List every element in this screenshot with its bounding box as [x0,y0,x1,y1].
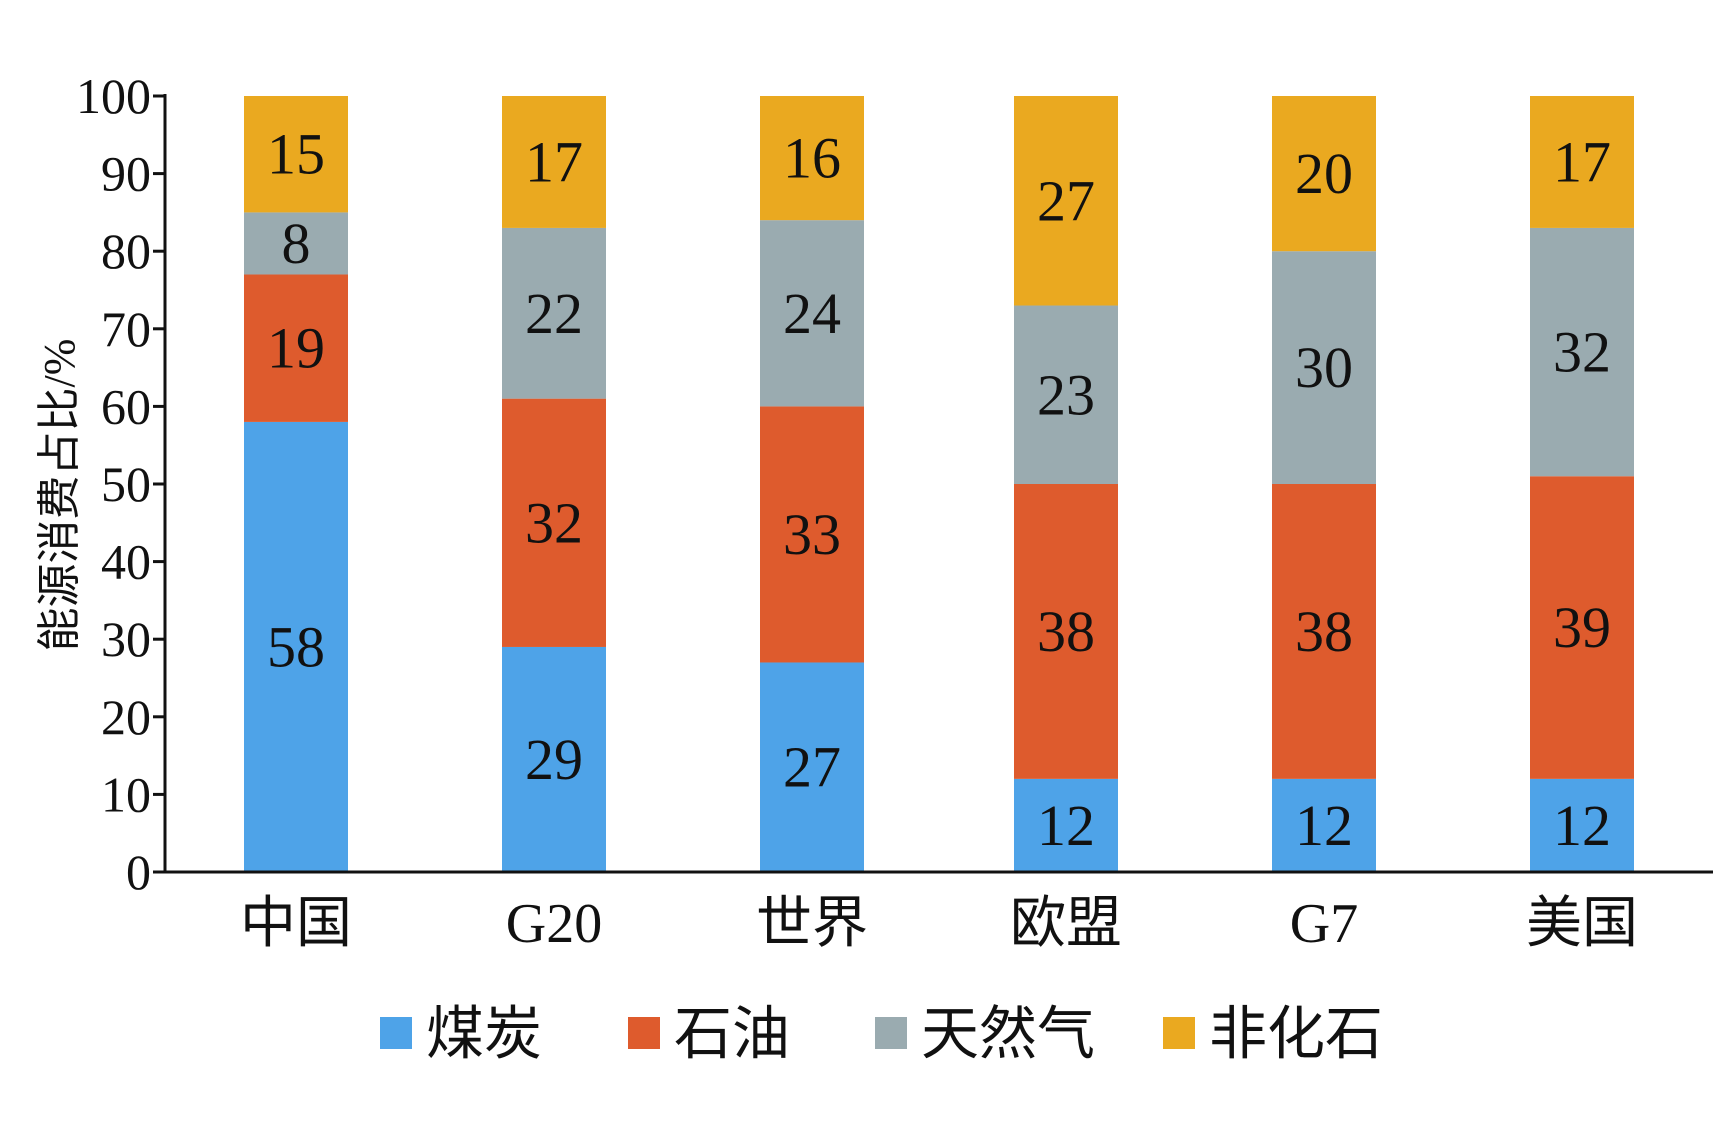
y-tick-label: 90 [101,146,151,202]
x-tick-label: G7 [1290,893,1358,955]
data-label: 38 [1037,599,1095,664]
bar-segment [1272,251,1376,484]
x-tick-label: G20 [506,893,602,955]
bar-segment [502,398,606,647]
legend-label: 石油 [674,1002,790,1067]
bar-segment [502,646,606,872]
bar-segment [1014,484,1118,779]
y-tick-label: 30 [101,611,151,667]
data-label: 58 [267,614,325,679]
bar-segment [760,662,864,872]
bar-segment [1530,227,1634,477]
data-label: 12 [1553,793,1611,858]
y-tick-label: 10 [101,766,151,822]
x-tick-label: 世界 [756,893,868,955]
data-label: 22 [525,281,583,346]
data-label: 33 [783,502,841,567]
bar-segment [1530,778,1634,872]
data-label: 27 [1037,168,1095,233]
legend: 煤炭 石油 天然气 非化石 [380,1002,1383,1067]
data-label: 12 [1295,793,1353,858]
legend-swatch [380,1017,412,1049]
bar-segment [1272,96,1376,252]
y-tick-label: 50 [101,456,151,512]
legend-swatch [628,1017,660,1049]
y-tick-label: 100 [76,68,151,124]
x-tick-label: 欧盟 [1010,893,1122,955]
bar-segment [502,227,606,399]
bar-segment [1530,96,1634,228]
y-axis-title: 能源消费占比/% [35,339,84,652]
data-label: 27 [783,735,841,800]
x-tick-label: 美国 [1526,893,1638,955]
bar-segment [1014,778,1118,872]
bar-segment [1272,484,1376,779]
axes-layer: 0 10 20 30 40 50 60 70 80 90 100 [76,68,1713,900]
data-label: 17 [525,129,583,194]
bar-segment [244,274,348,422]
bar-segment [244,421,348,872]
data-label: 39 [1553,595,1611,660]
y-tick-label: 70 [101,301,151,357]
y-tick-label: 40 [101,534,151,590]
legend-swatch [1163,1017,1195,1049]
bars-layer: 58 19 8 15 中国 29 32 22 17 G20 27 33 24 16 世界 12 38 23 27 欧盟… [240,96,1638,955]
bar-segment [502,96,606,228]
data-label: 15 [267,122,325,187]
bar-segment [760,96,864,221]
y-tick-label: 60 [101,378,151,434]
bar-segment [760,220,864,407]
data-label: 20 [1295,141,1353,206]
bar-segment [244,212,348,275]
data-label: 17 [1553,129,1611,194]
bar-segment [760,406,864,663]
data-label: 29 [525,727,583,792]
bar-segment [1272,778,1376,872]
data-label: 32 [1553,320,1611,385]
bar-segment [244,96,348,213]
data-label: 19 [267,316,325,381]
y-tick-label: 0 [126,844,151,900]
legend-label: 天然气 [921,1002,1095,1067]
data-label: 12 [1037,793,1095,858]
data-label: 32 [525,490,583,555]
legend-label: 煤炭 [426,1002,542,1067]
bar-segment [1014,96,1118,306]
legend-label: 非化石 [1209,1002,1383,1067]
y-tick-label: 20 [101,689,151,745]
data-label: 30 [1295,335,1353,400]
data-label: 16 [783,126,841,191]
data-label: 38 [1295,599,1353,664]
bar-segment [1014,305,1118,484]
legend-swatch [875,1017,907,1049]
data-label: 8 [282,211,311,276]
data-label: 24 [783,281,841,346]
y-tick-label: 80 [101,223,151,279]
x-tick-label: 中国 [240,893,352,955]
bar-segment [1530,476,1634,779]
data-label: 23 [1037,362,1095,427]
